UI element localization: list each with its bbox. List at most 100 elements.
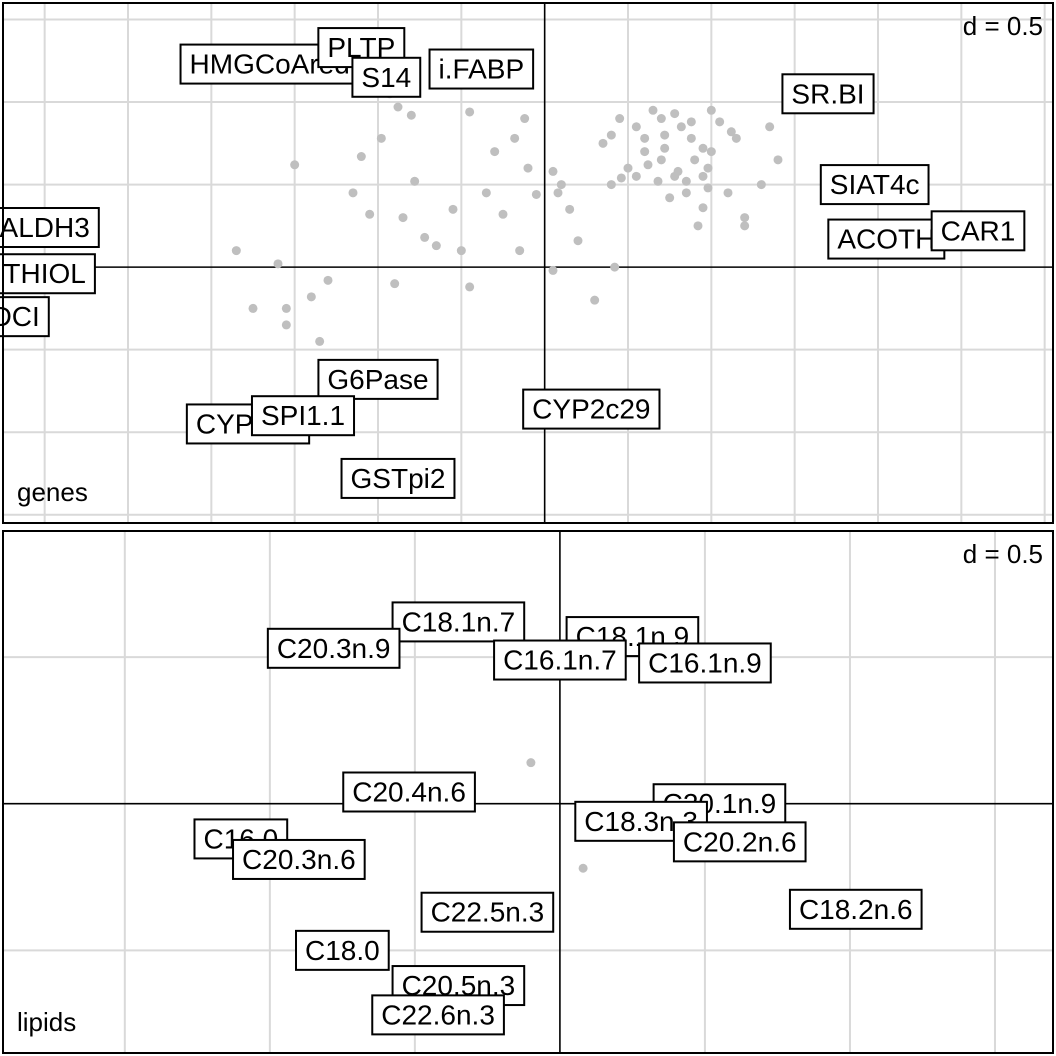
data-point <box>553 188 563 198</box>
label-text: ALDH3 <box>0 212 90 243</box>
data-point <box>606 130 616 140</box>
data-point <box>398 213 408 223</box>
data-point <box>731 133 741 143</box>
data-point <box>510 133 520 143</box>
data-point <box>615 114 625 124</box>
data-point <box>490 147 500 157</box>
label-text: C16.1n.7 <box>503 645 617 676</box>
label-box <box>0 296 50 338</box>
data-point <box>356 152 366 162</box>
label-text: CAR1 <box>941 215 1016 246</box>
data-point <box>323 275 333 285</box>
data-point <box>556 180 566 190</box>
data-point <box>498 209 508 219</box>
label-box <box>295 929 390 971</box>
label-text: SPI1.1 <box>261 400 345 431</box>
label-text: S14 <box>361 62 411 93</box>
point-label: C18.0 <box>295 929 390 971</box>
data-point <box>698 143 708 153</box>
point-label: SR.BI <box>781 73 875 115</box>
data-point <box>465 107 475 117</box>
label-box <box>819 164 930 206</box>
grid-scale-text: d = 0.5 <box>963 11 1043 41</box>
point-label: GSTpi2 <box>340 457 456 499</box>
data-point <box>706 105 716 115</box>
grid <box>3 3 1053 523</box>
label-box <box>428 48 535 90</box>
label-text: ACOTH <box>837 224 935 255</box>
label-box <box>0 207 100 249</box>
label-box <box>351 56 422 98</box>
label-text: C22.5n.3 <box>431 897 545 928</box>
data-point <box>590 295 600 305</box>
data-point <box>660 143 670 153</box>
data-point <box>693 221 703 231</box>
label-box <box>638 642 772 684</box>
panel-frame <box>2 530 1054 1054</box>
data-point <box>578 863 588 873</box>
data-point <box>456 246 466 256</box>
data-point <box>740 221 750 231</box>
label-box <box>340 457 456 499</box>
label-text: C18.1n.7 <box>402 606 516 637</box>
point-label: C18.1n.7 <box>391 601 526 643</box>
data-point <box>623 163 633 173</box>
label-box <box>250 395 356 437</box>
data-point <box>726 127 736 137</box>
data-point <box>670 171 680 181</box>
label-text: C20.3n.9 <box>277 633 391 664</box>
point-label: CAR1 <box>930 210 1026 252</box>
data-point <box>681 188 691 198</box>
point-label: C20.3n.6 <box>232 838 366 880</box>
data-point <box>648 105 658 115</box>
point-label: C20.3n.9 <box>266 627 401 669</box>
label-text: GSTpi2 <box>351 463 446 494</box>
data-point <box>773 155 783 165</box>
data-point <box>681 176 691 186</box>
point-label: G6Pase <box>317 358 439 400</box>
data-point <box>393 102 403 112</box>
data-point <box>631 171 641 181</box>
data-point <box>670 109 680 119</box>
label-box <box>420 891 555 933</box>
label-text: SIAT4c <box>830 169 920 200</box>
data-point <box>348 188 358 198</box>
point-label: ALDH3 <box>0 207 100 249</box>
data-point <box>686 133 696 143</box>
point-label: PMDCI <box>0 296 50 338</box>
label-box <box>493 639 627 681</box>
data-point <box>523 163 533 173</box>
data-point <box>703 183 713 193</box>
point-label: SPI1.1 <box>250 395 356 437</box>
label-box <box>788 888 923 930</box>
data-point <box>273 259 283 269</box>
points <box>231 89 783 346</box>
label-box <box>342 771 476 813</box>
data-point <box>740 213 750 223</box>
data-point <box>643 160 653 170</box>
data-point <box>231 246 241 256</box>
label-box <box>371 994 505 1036</box>
data-point <box>765 122 775 132</box>
data-point <box>690 155 700 165</box>
data-point <box>365 209 375 219</box>
point-label: C16.1n.9 <box>638 642 772 684</box>
point-label: CYP2c29 <box>522 388 661 430</box>
data-point <box>448 204 458 214</box>
data-point <box>606 180 616 190</box>
panel-title: lipids <box>17 1007 76 1037</box>
data-point <box>656 114 666 124</box>
data-point <box>610 262 620 272</box>
label-box <box>672 821 807 863</box>
data-point <box>531 189 541 199</box>
data-point <box>616 173 626 183</box>
data-point <box>465 282 475 292</box>
data-point <box>660 130 670 140</box>
label-box <box>930 210 1026 252</box>
data-point <box>706 147 716 157</box>
data-point <box>656 155 666 165</box>
data-point <box>653 176 663 186</box>
